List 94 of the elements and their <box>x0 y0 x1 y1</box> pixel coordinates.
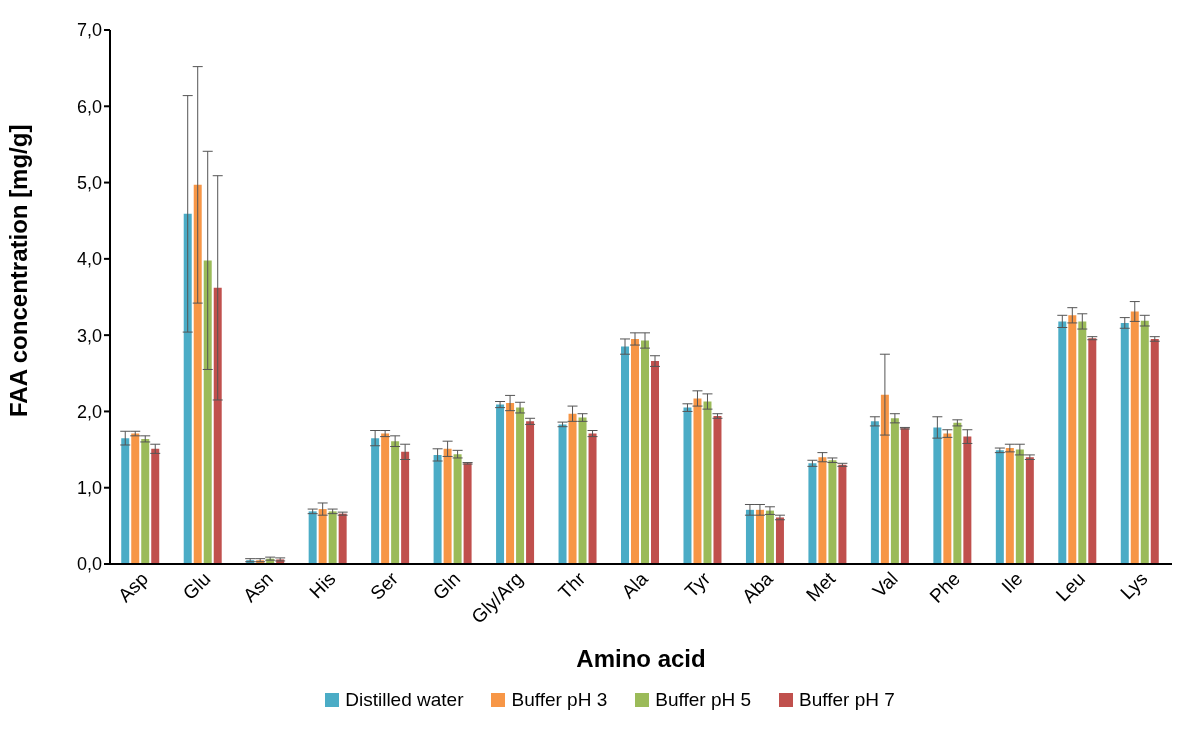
bar <box>443 448 452 564</box>
x-tick-label: Met <box>801 567 840 606</box>
y-tick-label: 2,0 <box>76 401 102 422</box>
x-tick-label: Val <box>868 567 902 602</box>
bar <box>1078 321 1087 564</box>
legend-label: Buffer pH 3 <box>511 689 608 711</box>
bar <box>900 428 909 564</box>
bar <box>775 517 784 564</box>
bar <box>828 460 837 564</box>
x-tick-label: Phe <box>925 567 965 607</box>
bar <box>693 398 702 564</box>
bar <box>506 403 515 564</box>
bar <box>141 438 150 564</box>
bar <box>1130 311 1139 564</box>
bar <box>1150 338 1159 564</box>
bar <box>1088 338 1097 564</box>
bar <box>526 421 535 564</box>
bar <box>703 401 712 564</box>
bar <box>121 438 130 564</box>
x-tick-label: Gln <box>428 567 465 604</box>
y-tick-label: 0,0 <box>76 554 102 575</box>
bar <box>1058 321 1067 564</box>
bar <box>183 213 192 564</box>
bar <box>621 346 630 564</box>
bar <box>963 436 972 564</box>
x-tick-label: Ser <box>366 567 403 604</box>
bar <box>516 407 525 564</box>
bar <box>433 454 442 564</box>
bar <box>558 424 567 564</box>
bar <box>401 451 410 564</box>
bar <box>953 422 962 564</box>
bar <box>651 361 660 564</box>
bar <box>870 421 879 564</box>
bar <box>193 184 202 564</box>
bar <box>933 427 942 564</box>
bar <box>880 394 889 564</box>
bar <box>995 450 1004 564</box>
bar <box>1068 315 1077 564</box>
bar <box>808 463 817 564</box>
bar <box>1015 449 1024 564</box>
bar <box>328 511 337 564</box>
x-tick-label: Leu <box>1051 567 1090 606</box>
x-tick-label: Asp <box>114 567 153 606</box>
bar <box>381 433 390 564</box>
bar <box>131 433 140 564</box>
x-tick-label: Asn <box>239 567 277 606</box>
bar <box>1120 322 1129 564</box>
legend-label: Buffer pH 7 <box>799 689 895 711</box>
bar <box>943 433 952 564</box>
y-tick-label: 6,0 <box>76 96 102 117</box>
bar <box>818 457 827 564</box>
x-axis-title: Amino acid <box>576 645 706 672</box>
x-tick-label: Ile <box>997 567 1027 598</box>
bar <box>308 511 317 564</box>
legend-label: Buffer pH 5 <box>655 689 752 711</box>
bar <box>213 287 222 564</box>
bar <box>890 418 899 564</box>
bar <box>1025 457 1034 564</box>
y-tick-label: 5,0 <box>76 172 102 193</box>
bar <box>371 438 380 564</box>
bar <box>391 441 400 564</box>
bar <box>683 407 692 564</box>
bar <box>338 513 347 564</box>
bar <box>765 510 774 564</box>
x-tick-label: Aba <box>738 567 778 607</box>
bar <box>1005 448 1014 564</box>
bar <box>631 338 640 564</box>
x-tick-label: Glu <box>178 567 215 604</box>
x-tick-label: Lys <box>1116 567 1152 604</box>
bar <box>745 509 754 564</box>
bar <box>151 448 160 564</box>
x-tick-label: His <box>305 567 340 603</box>
bar <box>318 509 327 564</box>
x-tick-label: Tyr <box>680 567 715 602</box>
bar <box>453 454 462 564</box>
y-axis-title: FAA concentration [mg/g] <box>4 124 32 417</box>
bar <box>463 463 472 564</box>
bar <box>203 260 212 564</box>
bar <box>568 413 577 564</box>
y-tick-label: 4,0 <box>76 249 102 270</box>
y-tick-label: 7,0 <box>76 20 102 41</box>
bar <box>496 404 505 564</box>
bar <box>838 464 847 564</box>
y-tick-label: 3,0 <box>76 325 102 346</box>
bar <box>578 417 587 564</box>
y-tick-label: 1,0 <box>76 478 102 499</box>
legend-label: Distilled water <box>345 689 464 711</box>
x-tick-label: Thr <box>554 567 590 603</box>
bar <box>713 416 722 564</box>
bar <box>1140 320 1149 564</box>
x-tick-label: Ala <box>617 567 653 603</box>
bar <box>755 509 764 564</box>
bar <box>641 340 650 564</box>
bar <box>588 433 597 564</box>
